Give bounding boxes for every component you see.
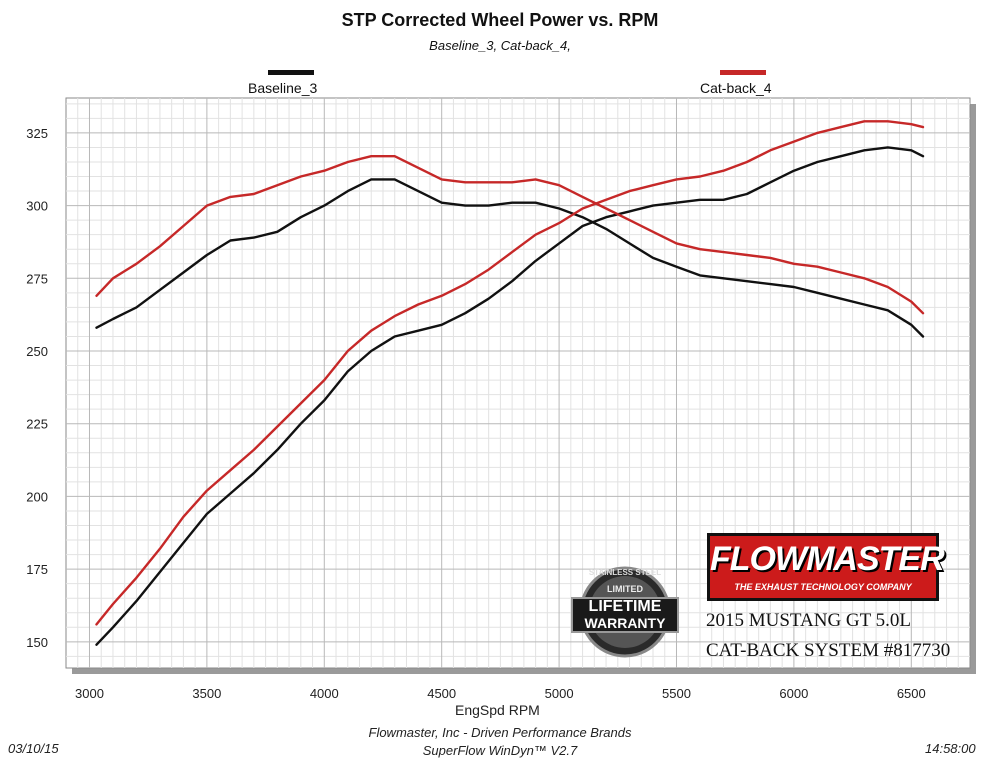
footer-company: Flowmaster, Inc - Driven Performance Bra…	[368, 725, 632, 740]
flowmaster-tagline: THE EXHAUST TECHNOLOGY COMPANY	[734, 582, 912, 592]
product-line-2: CAT-BACK SYSTEM #817730	[706, 640, 951, 661]
flowmaster-logo: FLOWMASTER THE EXHAUST TECHNOLOGY COMPAN…	[707, 533, 945, 601]
x-tick-label: 3500	[192, 686, 221, 701]
chart-title: STP Corrected Wheel Power vs. RPM	[341, 10, 659, 30]
legend-label-catback: Cat-back_4	[700, 80, 772, 96]
series-line-cat-back-4-a	[95, 155, 925, 315]
x-tick-label: 5500	[662, 686, 691, 701]
badge-mid-text: LIMITED	[607, 584, 643, 594]
product-line-1: 2015 MUSTANG GT 5.0L	[706, 610, 912, 631]
y-tick-label: 175	[26, 562, 48, 577]
footer-software: SuperFlow WinDyn™ V2.7	[422, 743, 578, 758]
y-tick-label: 300	[26, 199, 48, 214]
footer-date: 03/10/15	[8, 741, 59, 756]
legend-swatch-baseline	[268, 70, 314, 75]
x-axis-label: EngSpd RPM	[455, 702, 540, 718]
series-line-baseline-3-b	[95, 146, 925, 646]
y-tick-label: 225	[26, 417, 48, 432]
y-tick-label: 250	[26, 344, 48, 359]
y-tick-label: 275	[26, 271, 48, 286]
legend-label-baseline: Baseline_3	[248, 80, 318, 96]
x-tick-label: 6500	[897, 686, 926, 701]
chart-subtitle: Baseline_3, Cat-back_4,	[429, 38, 571, 53]
badge-top-text: STAINLESS STEEL	[588, 568, 662, 577]
x-tick-label: 6000	[779, 686, 808, 701]
x-tick-label: 5000	[545, 686, 574, 701]
y-tick-label: 325	[26, 126, 48, 141]
x-tick-label: 3000	[75, 686, 104, 701]
badge-lifetime-text: LIFETIME	[588, 598, 662, 615]
legend-swatch-catback	[720, 70, 766, 75]
y-tick-label: 150	[26, 635, 48, 650]
badge-warranty-text: WARRANTY	[584, 615, 666, 631]
x-tick-label: 4000	[310, 686, 339, 701]
x-tick-label: 4500	[427, 686, 456, 701]
series-line-cat-back-4-b	[95, 120, 925, 626]
y-tick-label: 200	[26, 489, 48, 504]
flowmaster-logo-text: FLOWMASTER	[710, 540, 945, 578]
lifetime-warranty-badge: STAINLESS STEEL LIMITED LIFETIME WARRANT…	[568, 560, 682, 664]
series-line-baseline-3-a	[95, 178, 925, 338]
footer-time: 14:58:00	[925, 741, 976, 756]
